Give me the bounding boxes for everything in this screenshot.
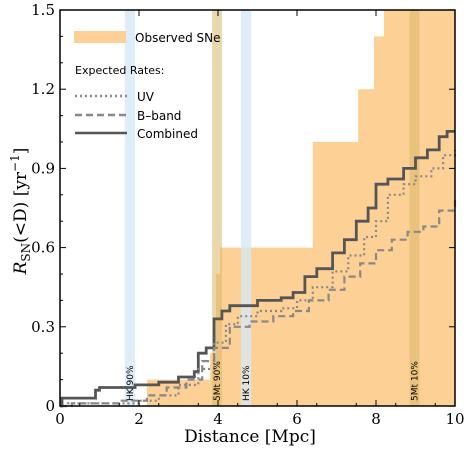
y-axis-title: RSN(<D) [yr−1] (8, 148, 33, 276)
x-tick-label-5: 10 (445, 410, 464, 428)
tick-layer: 0 2 4 6 8 10 0 0.3 0.6 0.9 1.2 1.5 (31, 1, 464, 428)
x-axis-title: Distance [Mpc] (184, 427, 316, 447)
y-tick-label-3: 0.9 (31, 159, 55, 177)
legend: Observed SNe Expected Rates: UV B–band C… (74, 31, 221, 141)
y-axis-title-close: ] (11, 148, 31, 155)
x-tick-label-1: 2 (134, 410, 144, 428)
y-tick-label-5: 1.5 (31, 1, 55, 19)
band-2 (240, 10, 252, 406)
svg-text:RSN(<D) [yr−1]: RSN(<D) [yr−1] (8, 148, 33, 276)
series-uv (60, 149, 457, 408)
y-tick-label-0: 0 (45, 397, 55, 415)
band-label-1: 5Mt 90% (213, 361, 223, 401)
x-tick-label-0: 0 (55, 410, 65, 428)
x-tick-label-2: 4 (213, 410, 223, 428)
series-combined (60, 130, 455, 408)
band-3 (409, 10, 420, 406)
legend-bband-label: B–band (137, 109, 181, 123)
plot-frame (59, 9, 456, 407)
legend-combined-label: Combined (137, 127, 198, 141)
band-0 (124, 10, 136, 406)
observed-sne-area (60, 10, 455, 406)
x-tick-label-3: 6 (292, 410, 302, 428)
band-label-layer: HK 90% 5Mt 90% HK 10% 5Mt 10% (126, 361, 421, 401)
legend-uv-label: UV (137, 90, 155, 104)
y-tick-label-1: 0.3 (31, 318, 55, 336)
y-axis-title-main: R (11, 261, 31, 275)
band-label-0: HK 90% (126, 365, 136, 401)
legend-observed-label: Observed SNe (135, 31, 221, 45)
band-layer (124, 10, 420, 406)
band-1 (212, 10, 222, 406)
band-label-2: HK 10% (242, 365, 252, 401)
y-axis-title-sup: −1 (8, 154, 22, 172)
y-tick-label-2: 0.6 (31, 239, 55, 257)
legend-expected-header: Expected Rates: (75, 64, 164, 77)
y-tick-label-4: 1.2 (31, 80, 55, 98)
y-axis-title-sub: SN (19, 243, 33, 262)
curve-layer (60, 130, 457, 408)
observed-sne-area-layer (60, 10, 455, 406)
x-tick-label-4: 8 (371, 410, 381, 428)
series-b-band (60, 197, 457, 408)
band-label-3: 5Mt 10% (411, 361, 421, 401)
legend-observed-swatch (74, 31, 126, 43)
y-axis-title-rest: (<D) [yr (11, 171, 31, 243)
